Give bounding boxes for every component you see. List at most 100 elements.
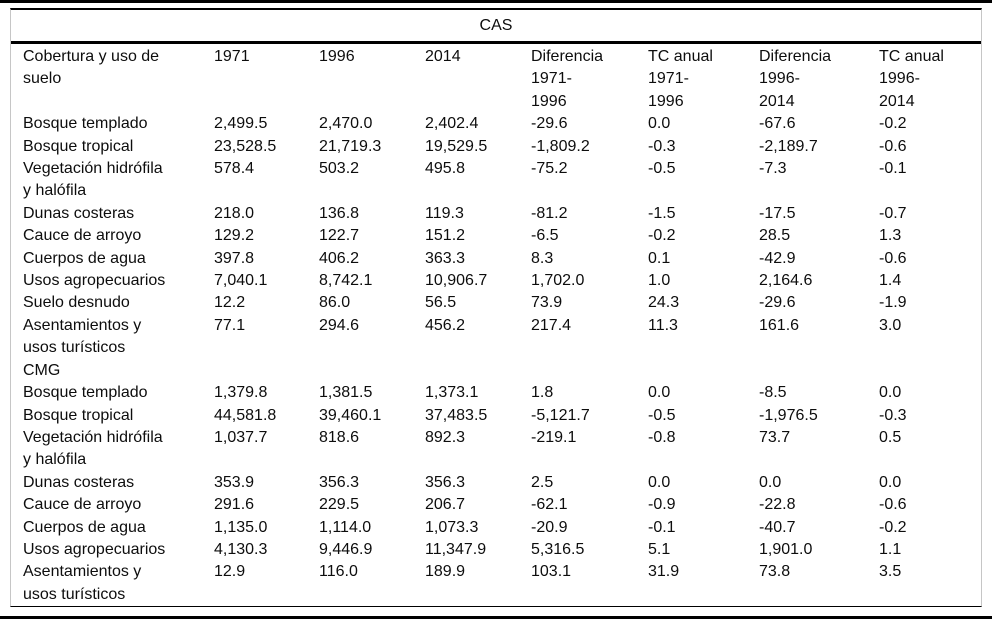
data-cell: -81.2 [531,204,568,222]
data-cell: -5,121.7 [531,406,590,424]
data-cell: 28.5 [759,227,791,245]
data-cell: 1,073.3 [425,518,479,536]
data-cell: 1,373.1 [425,384,479,402]
data-cell: 31.9 [648,563,680,581]
header-row: Cobertura y uso de suelo 1971 1996 2014 Dife… [11,44,981,113]
column-header: Cobertura y uso de suelo [23,48,160,88]
data-cell: 189.9 [425,563,466,581]
data-cell: 2,499.5 [214,115,268,133]
data-cell: -0.2 [879,115,907,133]
table-row: Vegetación hidrófila y halófila 578.4 503.… [11,158,981,203]
data-cell: 0.0 [648,384,671,402]
data-cell: 5,316.5 [531,540,585,558]
data-cell: 73.8 [759,563,791,581]
data-cell: -219.1 [531,428,577,446]
table-row: Bosque tropical 23,528.5 21,719.3 19,529.5 -… [11,136,981,158]
table-row: Cauce de arroyo 129.2 122.7 151.2 -6.5 -0.2 28… [11,225,981,247]
table-row: Cuerpos de agua 397.8 406.2 363.3 8.3 0.1 -42.… [11,248,981,270]
data-cell: 122.7 [319,227,360,245]
data-cell: 1,381.5 [319,384,373,402]
data-cell: 0.0 [648,115,671,133]
data-cell: 44,581.8 [214,406,277,424]
data-cell: 0.0 [879,473,902,491]
row-label: Dunas costeras [23,204,135,222]
data-cell: -40.7 [759,518,796,536]
data-cell: -0.7 [879,204,907,222]
data-cell: 0.0 [759,473,782,491]
row-label: Cauce de arroyo [23,496,142,514]
table-row: Vegetación hidrófila y halófila 1,037.7 81… [11,427,981,472]
data-cell: 1,037.7 [214,428,268,446]
data-cell: -20.9 [531,518,568,536]
data-cell: -0.2 [879,518,907,536]
data-cell: -0.6 [879,496,907,514]
table-header: Cobertura y uso de suelo 1971 1996 2014 Dife… [11,44,981,113]
data-cell: -8.5 [759,384,787,402]
data-cell: -42.9 [759,249,796,267]
data-cell: -0.6 [879,249,907,267]
data-cell: 37,483.5 [425,406,488,424]
data-cell: -0.9 [648,496,676,514]
table-row: Dunas costeras 218.0 136.8 119.3 -81.2 -1.5 -1… [11,203,981,225]
data-cell: 1,379.8 [214,384,268,402]
data-cell: 1.3 [879,227,902,245]
data-cell: 2,470.0 [319,115,373,133]
data-cell: 363.3 [425,249,466,267]
data-cell: -0.1 [648,518,676,536]
data-cell: 1.0 [648,272,671,290]
data-cell: 4,130.3 [214,540,268,558]
data-cell: -0.1 [879,160,907,178]
data-cell: 503.2 [319,160,360,178]
data-cell: 73.7 [759,428,791,446]
data-cell: 495.8 [425,160,466,178]
data-cell: -0.5 [648,406,676,424]
data-cell: -75.2 [531,160,568,178]
table-row: Bosque tropical 44,581.8 39,460.1 37,483.5 -… [11,405,981,427]
data-cell: 294.6 [319,316,360,334]
data-cell: -2,189.7 [759,137,818,155]
data-cell: 0.1 [648,249,671,267]
row-label: Vegetación hidrófila y halófila [23,160,163,200]
table-row: Usos agropecuarios 7,040.1 8,742.1 10,906.7… [11,270,981,292]
data-cell: -1.5 [648,204,676,222]
data-cell: 9,446.9 [319,540,373,558]
data-cell: 3.0 [879,316,902,334]
data-cell: 11.3 [648,316,678,334]
data-cell: 103.1 [531,563,572,581]
data-cell: -7.3 [759,160,787,178]
row-label: Dunas costeras [23,473,135,491]
data-cell: 406.2 [319,249,360,267]
column-header: Diferencia 1971- 1996 [531,48,604,110]
data-cell: -0.5 [648,160,676,178]
table-row: Usos agropecuarios 4,130.3 9,446.9 11,347.9… [11,539,981,561]
column-header: 1996 [319,48,355,65]
row-label: Cuerpos de agua [23,249,146,267]
data-cell: -67.6 [759,115,796,133]
data-cell: 39,460.1 [319,406,382,424]
data-cell: 818.6 [319,428,360,446]
data-cell: -29.6 [759,294,796,312]
data-cell: 129.2 [214,227,255,245]
table-body: Bosque templado 2,499.5 2,470.0 2,402.4 -29.… [11,113,981,606]
data-cell: 11,347.9 [425,540,487,558]
data-cell: 1,901.0 [759,540,813,558]
section-label: CMG [23,361,61,379]
data-cell: 2.5 [531,473,554,491]
table-row: Asentamientos y usos turísticos 12.9 116.0… [11,561,981,606]
row-label: Bosque templado [23,115,148,133]
data-cell: -0.6 [879,137,907,155]
data-cell: 356.3 [425,473,466,491]
data-cell: 578.4 [214,160,255,178]
row-label: Suelo desnudo [23,294,130,312]
data-cell: -62.1 [531,496,568,514]
data-cell: 217.4 [531,316,572,334]
data-cell: 291.6 [214,496,255,514]
data-cell: 0.0 [648,473,671,491]
top-frame-rule [0,0,992,3]
data-cell: 119.3 [425,204,464,222]
data-cell: 3.5 [879,563,902,581]
data-cell: 19,529.5 [425,137,488,155]
data-cell: 456.2 [425,316,466,334]
row-label: Asentamientos y usos turísticos [23,316,142,357]
